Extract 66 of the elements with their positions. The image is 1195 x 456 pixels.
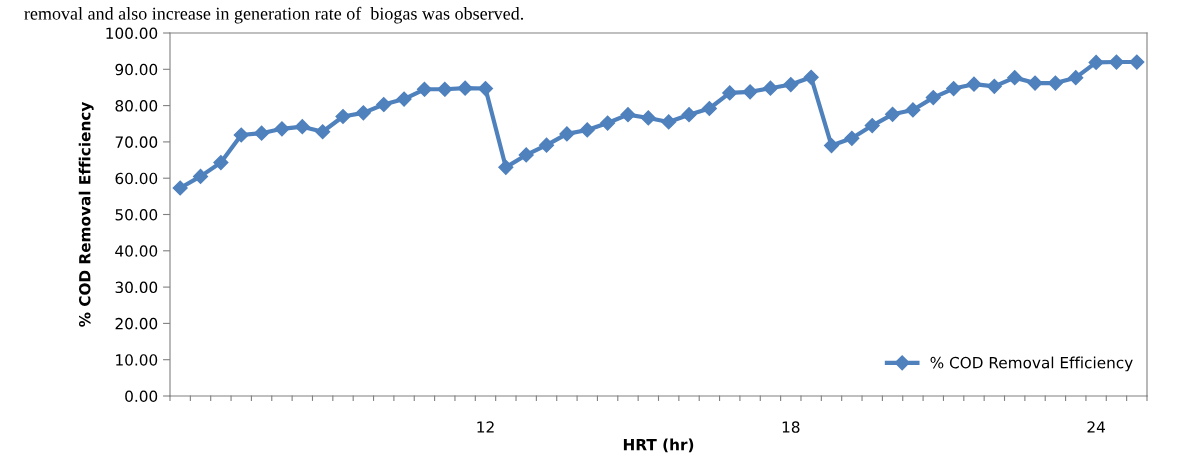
y-tick-label: 70.00 (115, 136, 158, 148)
y-tick-label: 20.00 (115, 317, 158, 330)
point (620, 107, 636, 123)
point (844, 130, 860, 146)
y-tick-label: 80.00 (115, 100, 158, 112)
y-tick-label: 90.00 (115, 63, 158, 76)
point (172, 180, 188, 196)
point (294, 119, 310, 135)
point (437, 81, 453, 97)
point (1129, 54, 1145, 70)
point (213, 155, 229, 171)
point (416, 81, 432, 97)
point (192, 168, 209, 184)
point (783, 76, 799, 93)
point (762, 80, 779, 96)
point (864, 117, 880, 134)
point (986, 78, 1002, 94)
x-tick-label: 18 (782, 421, 800, 433)
text: removal and also increase in generation rate of biogas was observed. (24, 6, 524, 24)
point (457, 80, 473, 96)
point (681, 107, 697, 123)
point (661, 114, 677, 130)
y-axis-title: % COD Removal Efficiency (78, 101, 94, 327)
y-tick-label: 50.00 (115, 208, 158, 221)
y-tick-label: 10.00 (116, 354, 158, 366)
y-tick-label: 60.00 (115, 172, 158, 185)
x-tick-label: 24 (1087, 421, 1105, 433)
point (1088, 54, 1104, 70)
point (315, 124, 331, 140)
point (1068, 70, 1084, 86)
point (600, 115, 616, 131)
point (1108, 54, 1125, 70)
legend-label: % COD Removal Efficiency (930, 356, 1133, 372)
x-tick-label: 12 (477, 421, 494, 433)
point (396, 91, 412, 107)
point (742, 84, 758, 100)
point (905, 102, 921, 118)
y-tick-label: 0.00 (125, 390, 158, 403)
x-axis-title: HRT (hr) (623, 438, 694, 453)
point (885, 106, 901, 122)
point (579, 122, 595, 138)
point (823, 137, 840, 154)
point (518, 147, 534, 163)
point (1047, 75, 1063, 91)
point (701, 100, 717, 117)
point (559, 126, 575, 142)
point (925, 90, 941, 106)
point (1027, 75, 1043, 91)
y-tick-label: 40.00 (115, 245, 158, 257)
point (640, 110, 656, 126)
point (274, 121, 290, 137)
point (477, 80, 494, 97)
point (1007, 70, 1023, 86)
point (538, 137, 555, 153)
y-tick-label: 100.00 (106, 27, 158, 40)
point (376, 96, 392, 113)
point (722, 85, 738, 101)
point (803, 69, 819, 85)
point (254, 125, 270, 141)
point (498, 159, 514, 175)
point (233, 127, 249, 143)
y-tick-label: 30.00 (115, 281, 158, 294)
point (335, 108, 351, 125)
point (355, 105, 371, 121)
point (966, 76, 982, 92)
point (946, 80, 962, 97)
